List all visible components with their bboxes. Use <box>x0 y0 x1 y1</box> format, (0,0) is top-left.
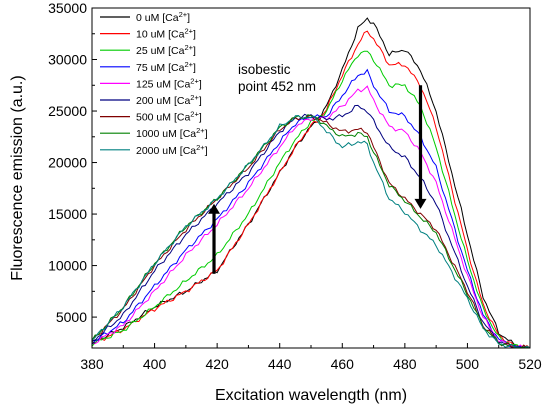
series-line <box>92 104 530 348</box>
legend-entry: 500 uM [Ca2+] <box>136 110 202 124</box>
annotation-text: isobestic <box>238 62 291 77</box>
y-tick-label: 10000 <box>48 258 87 274</box>
x-tick-label: 380 <box>80 356 104 372</box>
arrow-head <box>414 198 427 209</box>
x-tick-label: 500 <box>456 356 480 372</box>
series-line <box>92 114 530 348</box>
y-tick-label: 30000 <box>48 52 87 68</box>
legend-entry: 25 uM [Ca2+] <box>136 43 196 57</box>
plot-lines <box>92 17 530 348</box>
x-tick-label: 440 <box>268 356 292 372</box>
legend: 0 uM [Ca2+] 10 uM [Ca2+] 25 uM [Ca2+] 75 uM… <box>100 10 208 157</box>
y-tick-label: 35000 <box>48 0 87 16</box>
y-tick-label: 15000 <box>48 206 87 222</box>
legend-entry: 125 uM [Ca2+] <box>136 76 202 90</box>
y-tick-label: 25000 <box>48 103 87 119</box>
legend-entry: 75 uM [Ca2+] <box>136 60 196 74</box>
annotation-text: point 452 nm <box>238 79 316 94</box>
x-tick-label: 420 <box>205 356 229 372</box>
plot-frame <box>91 7 531 349</box>
series-line <box>92 85 530 348</box>
series-line <box>92 30 530 348</box>
y-tick-label: 5000 <box>56 309 87 325</box>
x-tick-label: 520 <box>518 356 542 372</box>
x-tick-label: 480 <box>393 356 417 372</box>
legend-entry: 2000 uM [Ca2+] <box>136 143 208 157</box>
legend-entry: 200 uM [Ca2+] <box>136 93 202 107</box>
arrow-head <box>208 203 221 214</box>
y-tick-label: 20000 <box>48 155 87 171</box>
x-tick-label: 400 <box>143 356 167 372</box>
axis-ticks: 380 400 420 440 460 480 500 520 5000 10000 15000 20… <box>48 0 542 372</box>
annotations: isobestic point 452 nm <box>208 62 427 274</box>
x-axis-label: Excitation wavelength (nm) <box>215 387 407 404</box>
series-line <box>92 17 530 348</box>
y-axis-label: Fluorescence emission (a.u.) <box>9 75 26 280</box>
legend-entry: 0 uM [Ca2+] <box>136 10 190 24</box>
legend-entry: 1000 uM [Ca2+] <box>136 126 208 140</box>
legend-entry: 10 uM [Ca2+] <box>136 27 196 41</box>
x-tick-label: 460 <box>331 356 355 372</box>
